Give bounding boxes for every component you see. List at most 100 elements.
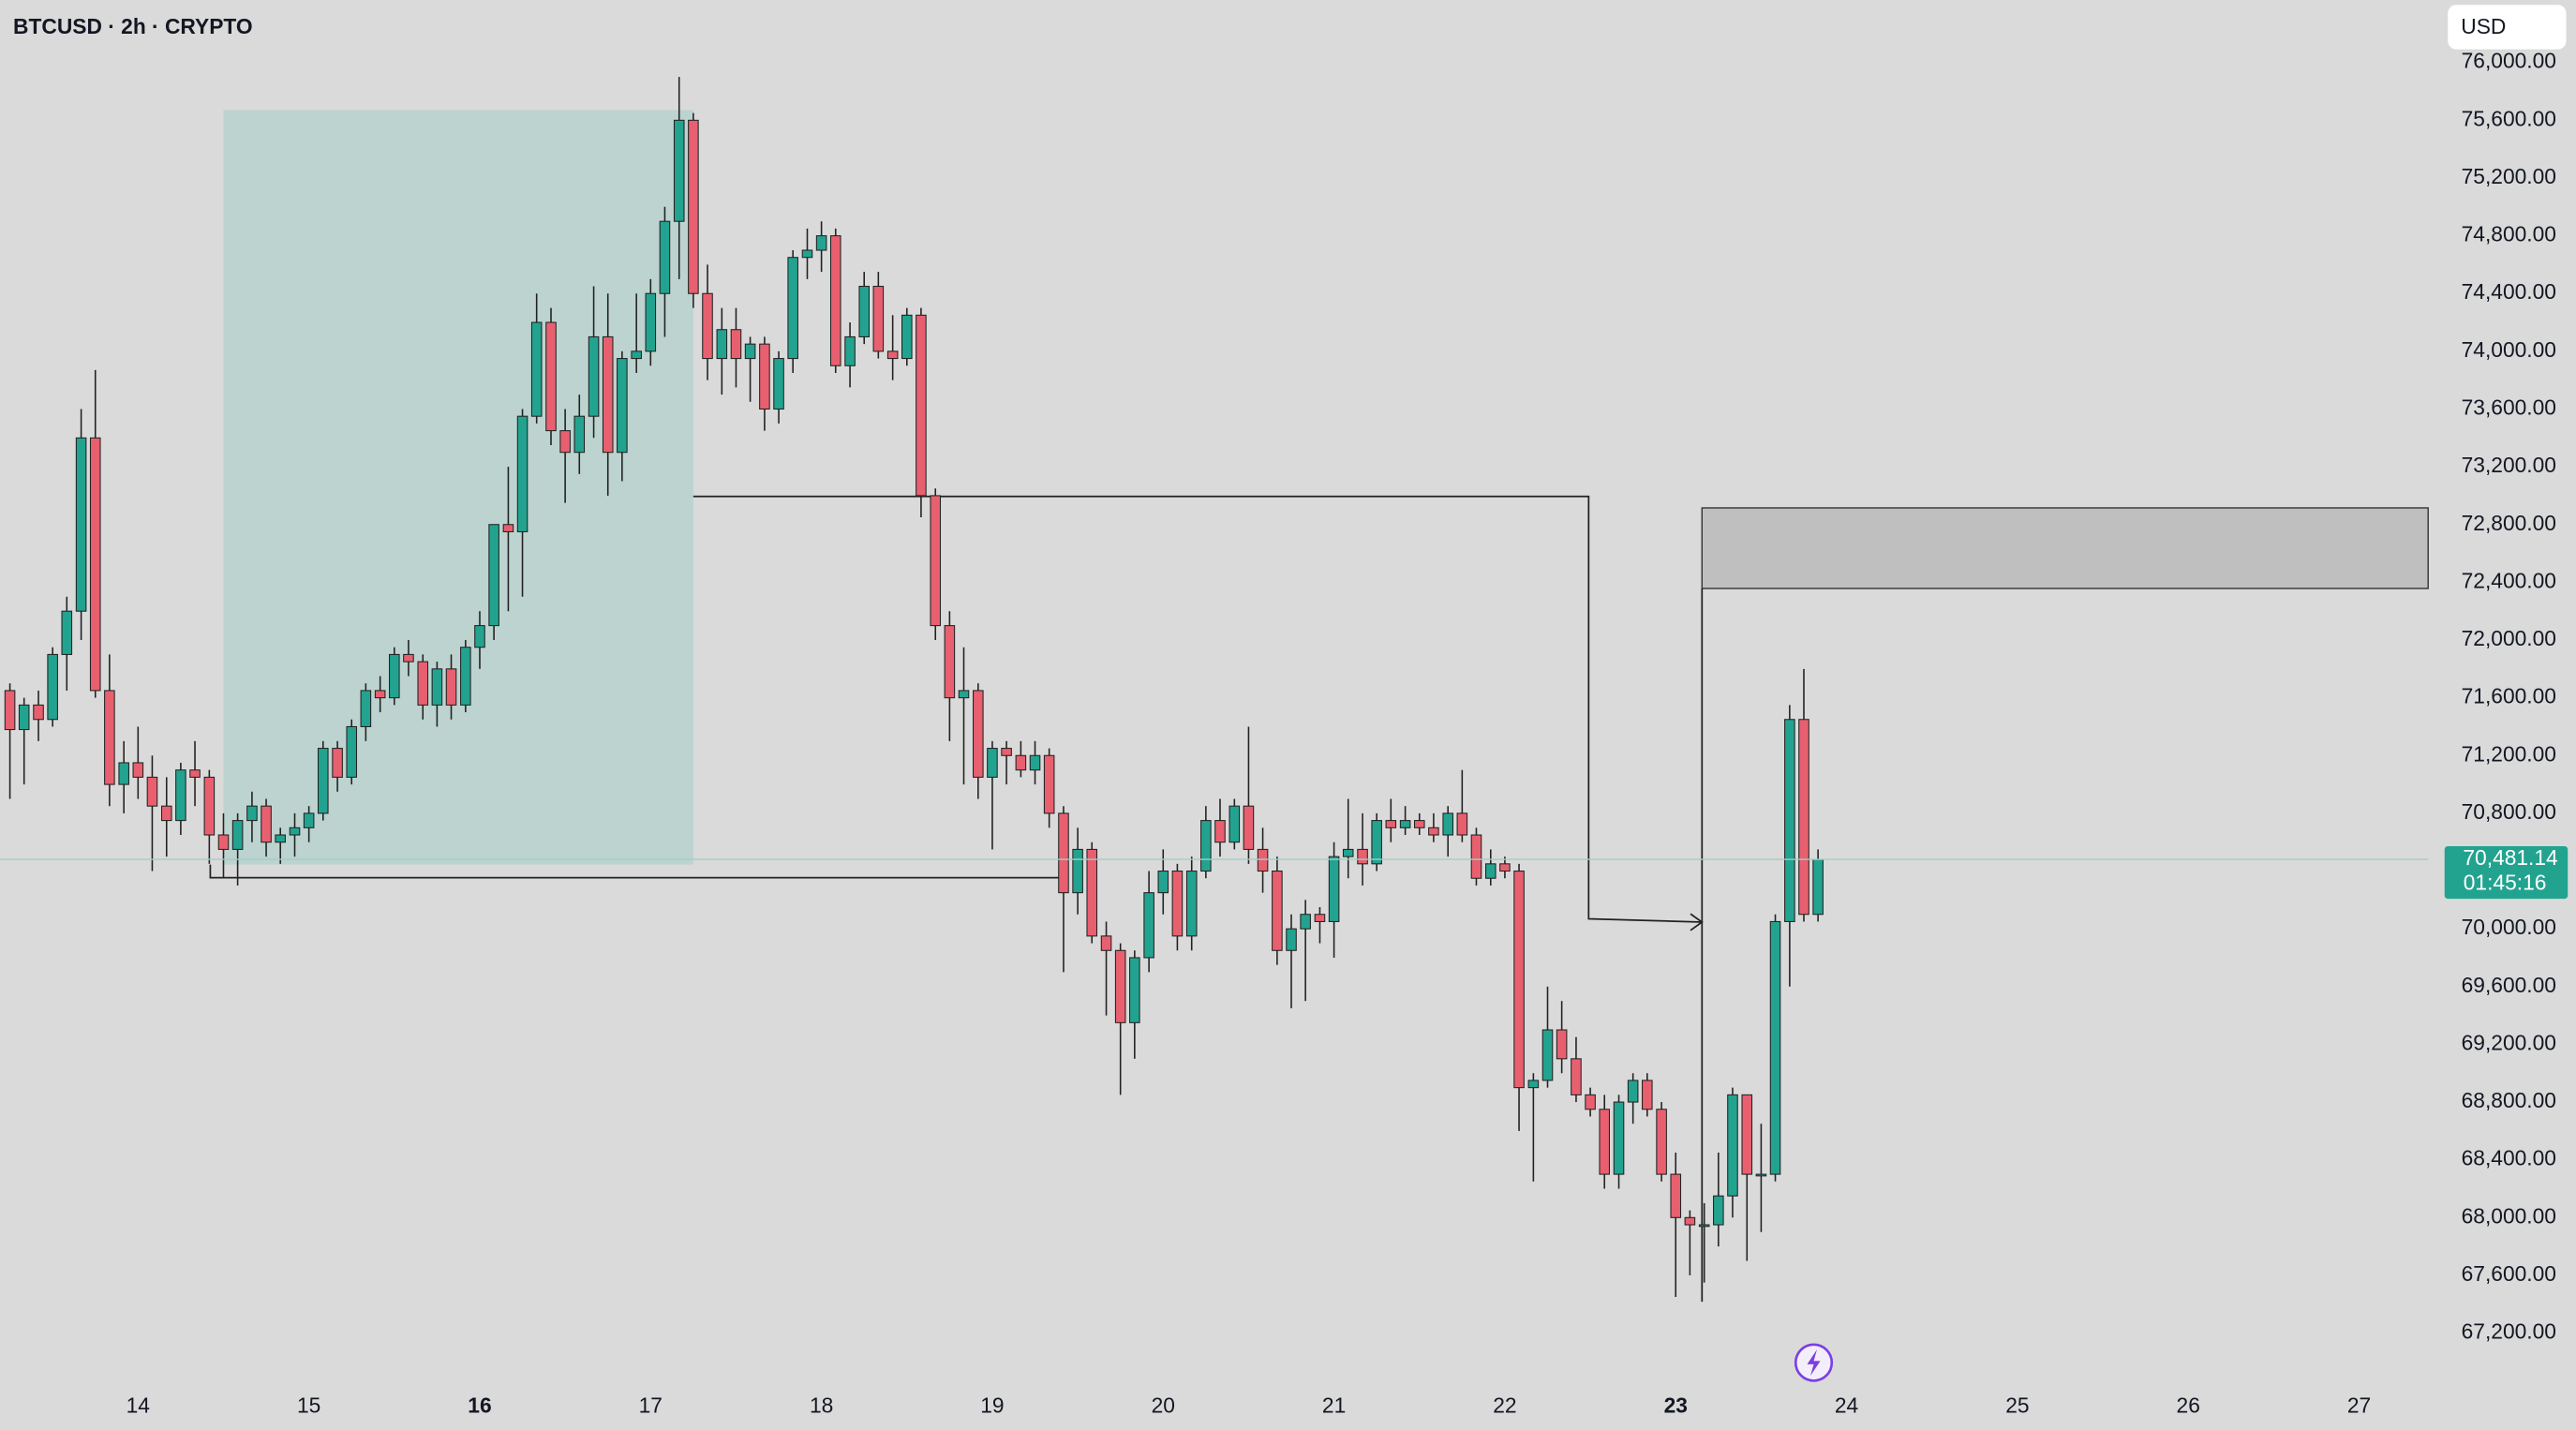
candle-body xyxy=(744,343,756,360)
y-tick-label: 70,000.00 xyxy=(2462,915,2556,939)
candle-body xyxy=(1585,1094,1596,1110)
candle-body xyxy=(1243,805,1255,850)
y-tick-label: 70,800.00 xyxy=(2462,799,2556,824)
candle-body xyxy=(1185,871,1198,937)
candle-body xyxy=(815,235,827,251)
candle-body xyxy=(317,748,329,814)
candle-body xyxy=(1086,848,1098,937)
y-tick-label: 75,200.00 xyxy=(2462,164,2556,188)
candle-body xyxy=(389,653,400,699)
candle-body xyxy=(1371,820,1382,865)
candle-body xyxy=(944,625,956,699)
candle-body xyxy=(801,249,813,259)
candle-body xyxy=(502,524,514,532)
y-tick-label: 71,200.00 xyxy=(2462,741,2556,766)
candle-body xyxy=(1470,834,1482,879)
candle-body xyxy=(559,430,571,454)
candle-body xyxy=(132,762,144,778)
candle-body xyxy=(1272,871,1283,951)
candle-body xyxy=(930,495,942,627)
candle-body xyxy=(1527,1080,1540,1089)
candle-body xyxy=(118,762,129,785)
candle-body xyxy=(89,437,101,692)
candle-body xyxy=(261,805,272,843)
y-tick-label: 73,600.00 xyxy=(2462,395,2556,420)
candle-body xyxy=(516,415,529,532)
candle-body xyxy=(1072,848,1083,894)
y-tick-label: 74,400.00 xyxy=(2462,279,2556,304)
candle-body xyxy=(1015,754,1027,771)
candle-body xyxy=(231,820,244,850)
candle-body xyxy=(901,314,913,360)
candle-body xyxy=(1727,1094,1738,1197)
candle-body xyxy=(1300,914,1311,930)
chart-title: BTCUSD · 2h · CRYPTO xyxy=(13,14,253,38)
candle-body xyxy=(1129,957,1140,1023)
candle-body xyxy=(1541,1029,1554,1081)
candle-body xyxy=(403,653,414,663)
candle-body xyxy=(1399,820,1411,828)
candle-body xyxy=(702,292,713,360)
candle-body xyxy=(474,625,485,648)
countdown-label: 01:45:16 xyxy=(2464,870,2547,894)
candle-body xyxy=(104,690,115,785)
x-tick-label: 18 xyxy=(810,1393,833,1417)
candle-body xyxy=(289,827,301,836)
candle-body xyxy=(47,653,58,721)
candle-body xyxy=(1157,871,1169,894)
candle-body xyxy=(1571,1058,1582,1095)
candle-body xyxy=(1100,935,1112,951)
lightning-bolt xyxy=(1807,1349,1821,1377)
candle-body xyxy=(1798,719,1809,916)
currency-button[interactable] xyxy=(2448,5,2567,50)
candle-body xyxy=(1029,754,1041,771)
candle-body xyxy=(1670,1173,1682,1218)
candle-body xyxy=(759,343,770,410)
x-tick-label: 23 xyxy=(1664,1393,1688,1417)
x-tick-label: 16 xyxy=(468,1393,491,1417)
candle-body xyxy=(545,321,557,432)
y-tick-label: 68,400.00 xyxy=(2462,1146,2556,1170)
zone-rectangle xyxy=(223,110,693,865)
candle-body xyxy=(1485,863,1496,879)
y-tick-label: 73,200.00 xyxy=(2462,453,2556,477)
y-tick-label: 69,200.00 xyxy=(2462,1030,2556,1054)
candle-body xyxy=(488,524,499,627)
candle-body xyxy=(61,610,73,655)
candle-body xyxy=(346,725,358,778)
candle-body xyxy=(1741,1094,1753,1175)
y-tick-label: 75,600.00 xyxy=(2462,106,2556,130)
candle-body xyxy=(374,690,386,699)
candle-body xyxy=(1613,1101,1625,1175)
candle-body xyxy=(1228,805,1241,843)
candle-body xyxy=(858,286,870,337)
candle-body xyxy=(417,661,429,706)
candle-body xyxy=(1357,848,1368,865)
candle-body xyxy=(4,690,16,731)
candle-body xyxy=(787,257,798,360)
candle-body xyxy=(1171,871,1184,937)
candle-body xyxy=(1114,949,1126,1023)
candle-body xyxy=(1642,1080,1653,1110)
x-tick-label: 19 xyxy=(980,1393,1004,1417)
candle-body xyxy=(844,335,856,366)
candle-body xyxy=(189,769,201,778)
candle-body xyxy=(1812,858,1824,916)
candle-body xyxy=(332,748,343,778)
candle-body xyxy=(1413,820,1425,828)
candle-body xyxy=(773,358,784,410)
candle-body xyxy=(1656,1109,1667,1175)
currency-label[interactable]: USD xyxy=(2461,14,2506,38)
candle-body xyxy=(360,690,372,727)
candle-body xyxy=(1214,820,1226,843)
y-tick-label: 74,000.00 xyxy=(2462,337,2556,362)
candle-body xyxy=(588,335,600,417)
candle-body xyxy=(1755,1173,1767,1177)
x-tick-label: 26 xyxy=(2177,1393,2200,1417)
x-tick-label: 20 xyxy=(1152,1393,1175,1417)
x-tick-label: 27 xyxy=(2347,1393,2371,1417)
candle-body xyxy=(1769,920,1781,1175)
candle-body xyxy=(1599,1109,1611,1175)
candle-body xyxy=(146,776,158,807)
candle-body xyxy=(1513,871,1525,1089)
